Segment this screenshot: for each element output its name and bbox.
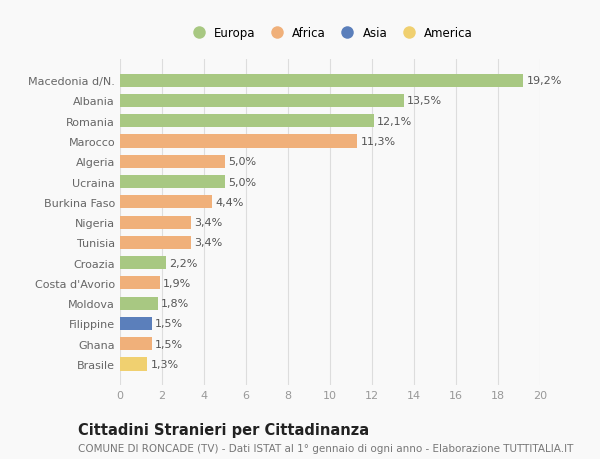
Bar bbox=[120, 236, 191, 249]
Bar bbox=[120, 216, 191, 229]
Bar bbox=[120, 176, 225, 189]
Text: 2,2%: 2,2% bbox=[169, 258, 198, 268]
Bar bbox=[120, 74, 523, 88]
Text: 12,1%: 12,1% bbox=[377, 117, 413, 127]
Bar bbox=[120, 358, 148, 371]
Bar bbox=[120, 135, 358, 148]
Bar bbox=[120, 156, 225, 168]
Bar bbox=[120, 115, 374, 128]
Text: 3,4%: 3,4% bbox=[194, 218, 223, 228]
Text: 13,5%: 13,5% bbox=[407, 96, 442, 106]
Text: Cittadini Stranieri per Cittadinanza: Cittadini Stranieri per Cittadinanza bbox=[78, 422, 369, 437]
Bar bbox=[120, 277, 160, 290]
Text: 1,8%: 1,8% bbox=[161, 298, 189, 308]
Text: 1,3%: 1,3% bbox=[151, 359, 179, 369]
Bar bbox=[120, 95, 404, 108]
Bar bbox=[120, 317, 151, 330]
Text: 1,9%: 1,9% bbox=[163, 278, 191, 288]
Text: 19,2%: 19,2% bbox=[526, 76, 562, 86]
Text: COMUNE DI RONCADE (TV) - Dati ISTAT al 1° gennaio di ogni anno - Elaborazione TU: COMUNE DI RONCADE (TV) - Dati ISTAT al 1… bbox=[78, 443, 574, 453]
Text: 11,3%: 11,3% bbox=[361, 137, 395, 147]
Text: 1,5%: 1,5% bbox=[155, 339, 183, 349]
Text: 3,4%: 3,4% bbox=[194, 238, 223, 248]
Bar bbox=[120, 196, 212, 209]
Text: 4,4%: 4,4% bbox=[215, 197, 244, 207]
Bar bbox=[120, 337, 151, 351]
Text: 1,5%: 1,5% bbox=[155, 319, 183, 329]
Bar bbox=[120, 297, 158, 310]
Legend: Europa, Africa, Asia, America: Europa, Africa, Asia, America bbox=[184, 23, 476, 43]
Text: 5,0%: 5,0% bbox=[228, 177, 256, 187]
Text: 5,0%: 5,0% bbox=[228, 157, 256, 167]
Bar bbox=[120, 257, 166, 269]
